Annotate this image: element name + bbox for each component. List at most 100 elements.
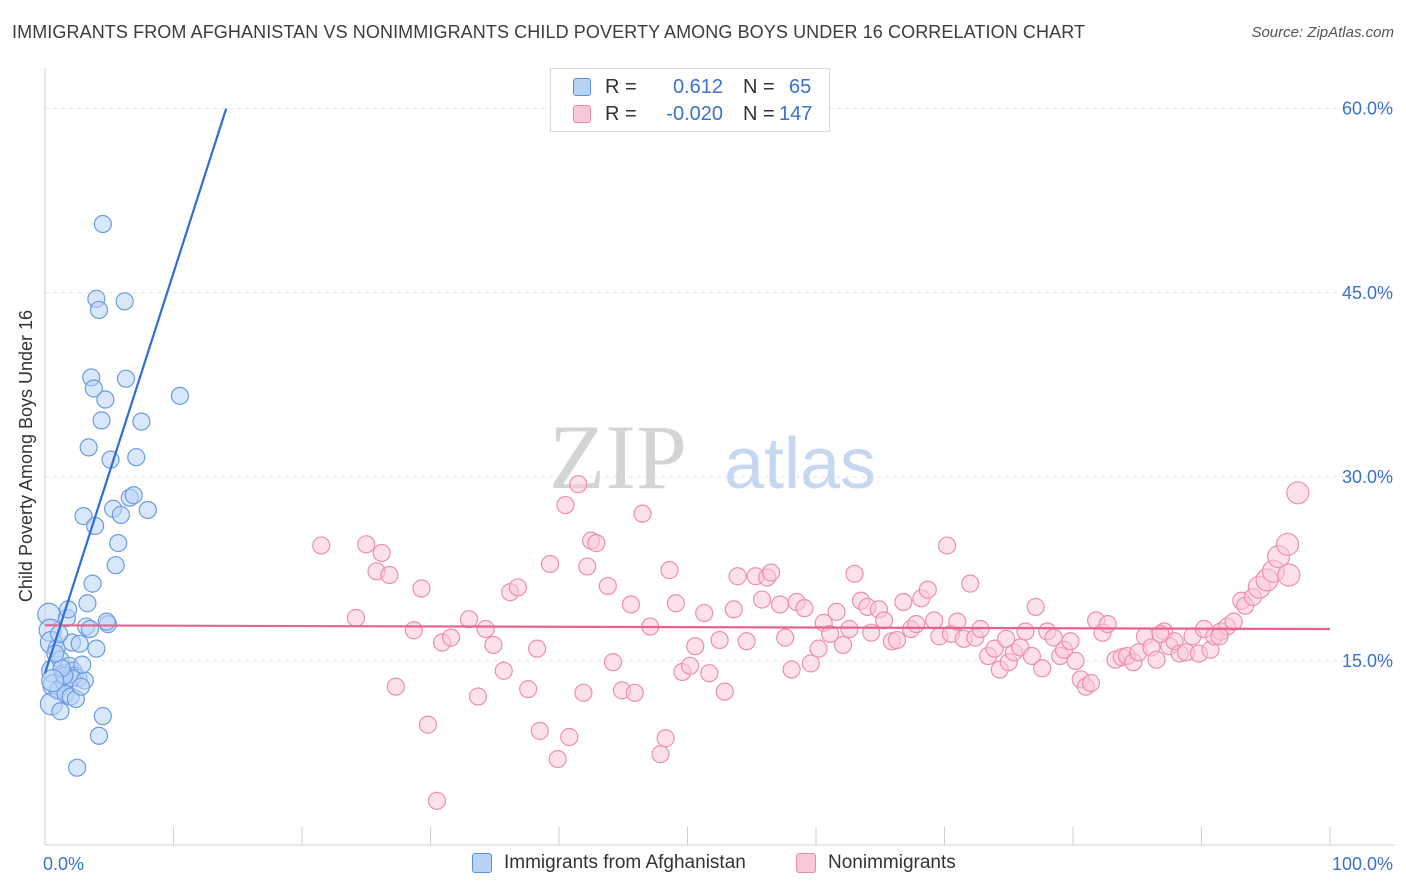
nonimmigrant-point	[997, 629, 1016, 648]
legend-n-value: 147	[779, 102, 813, 125]
legend-r-label: R =	[605, 102, 637, 125]
x-tick-label: 100.0%	[1332, 854, 1393, 874]
nonimmigrant-point	[656, 729, 675, 748]
nonimmigrant-point	[556, 495, 575, 515]
nonimmigrant-point	[795, 599, 814, 618]
trend-lines	[43, 108, 1331, 674]
nonimmigrant-point	[710, 630, 729, 650]
nonimmigrant-point	[1098, 615, 1117, 634]
afghanistan-point	[78, 594, 97, 613]
afghanistan-point	[106, 556, 125, 575]
nonimmigrant-point	[519, 680, 538, 699]
correlation-legend: R = 0.612 N = 65 R = -0.020 N = 147	[550, 68, 830, 132]
afghanistan-point	[93, 214, 112, 234]
legend-r-label: R =	[605, 75, 637, 98]
nonimmigrant-point	[569, 475, 588, 494]
afghanistan-point	[83, 574, 102, 593]
nonimmigrant-point	[357, 535, 376, 554]
tick-labels: 15.0% 30.0% 45.0% 60.0% 0.0% 100.0%	[43, 99, 1393, 874]
afghanistan-point	[115, 292, 134, 311]
nonimmigrant-point	[666, 594, 686, 613]
legend-swatch-pink	[573, 105, 591, 123]
nonimmigrant-point	[372, 543, 391, 563]
chart-title: IMMIGRANTS FROM AFGHANISTAN VS NONIMMIGR…	[12, 22, 1086, 42]
afghanistan-trend-line	[43, 108, 228, 674]
series-legend: Immigrants from Afghanistan Nonimmigrant…	[0, 852, 1406, 878]
nonimmigrant-point	[346, 608, 366, 628]
y-tick-label: 15.0%	[1342, 651, 1393, 671]
afghanistan-point	[97, 612, 116, 631]
nonimmigrant-point	[633, 504, 652, 523]
afghanistan-point	[87, 639, 106, 658]
nonimmigrant-point	[484, 635, 503, 655]
nonimmigrant-point	[894, 592, 913, 612]
x-tick-label: 0.0%	[43, 854, 84, 874]
nonimmigrant-point	[782, 660, 801, 679]
afghanistan-point	[80, 619, 100, 639]
nonimmigrant-point	[1210, 627, 1229, 646]
nonimmigrant-point	[459, 610, 479, 629]
nonimmigrant-point	[651, 745, 670, 764]
legend-row-nonimmigrants: R = -0.020 N = 147	[573, 101, 812, 127]
legend-r-value: -0.020	[666, 102, 723, 125]
legend-row-afghanistan: R = 0.612 N = 65	[573, 74, 811, 100]
afghanistan-point	[93, 707, 112, 726]
nonimmigrant-point	[961, 574, 980, 593]
legend-n-label: N =	[743, 75, 775, 98]
nonimmigrant-point	[1286, 481, 1310, 505]
nonimmigrant-point	[887, 630, 907, 650]
nonimmigrant-point	[386, 677, 405, 696]
axes	[44, 68, 1395, 846]
nonimmigrant-point	[1277, 563, 1301, 587]
nonimmigrant-point	[476, 619, 495, 639]
afghanistan-point	[89, 726, 109, 745]
nonimmigrant-point	[715, 682, 734, 701]
nonimmigrant-point	[530, 721, 549, 740]
nonimmigrant-point	[728, 567, 747, 586]
nonimmigrant-point	[508, 578, 527, 597]
nonimmigrant-point	[907, 615, 926, 634]
grid-lines	[45, 108, 1395, 662]
nonimmigrant-point	[845, 564, 864, 583]
afghanistan-point	[96, 390, 115, 409]
nonimmigrant-point	[312, 536, 331, 555]
afghanistan-point	[73, 655, 92, 674]
nonimmigrant-point	[578, 557, 597, 576]
nonimmigrant-point	[985, 639, 1004, 658]
afghanistan-point	[127, 448, 146, 467]
watermark-atlas: atlas	[724, 424, 876, 504]
nonimmigrant-point	[801, 654, 820, 673]
nonimmigrant-point	[1147, 650, 1166, 669]
nonimmigrant-point	[918, 580, 937, 599]
nonimmigrant-point	[1033, 659, 1052, 678]
nonimmigrant-point	[821, 624, 840, 644]
nonimmigrant-point	[948, 612, 967, 631]
afghanistan-point	[79, 438, 98, 457]
afghanistan-point	[89, 300, 109, 320]
nonimmigrant-point	[548, 749, 567, 769]
nonimmigrant-point	[603, 653, 623, 672]
nonimmigrant-point	[1061, 632, 1080, 651]
nonimmigrant-point	[686, 637, 705, 656]
y-axis-label: Child Poverty Among Boys Under 16	[16, 310, 36, 602]
nonimmigrant-point	[695, 603, 714, 623]
nonimmigrant-point	[680, 656, 700, 675]
nonimmigrant-point	[752, 590, 772, 609]
afghanistan-point	[74, 507, 93, 526]
nonimmigrant-point	[621, 595, 641, 614]
nonimmigrant-point	[840, 619, 859, 639]
nonimmigrant-point	[937, 536, 957, 555]
nonimmigrants-trend-line	[44, 624, 1331, 631]
afghanistan-point	[109, 534, 128, 553]
nonimmigrant-point	[441, 628, 461, 647]
nonimmigrant-point	[1224, 612, 1243, 631]
afghanistan-point	[84, 379, 103, 398]
nonimmigrant-point	[925, 611, 944, 630]
nonimmigrant-point	[700, 664, 719, 683]
legend-n-label: N =	[743, 102, 775, 125]
afghanistan-point	[111, 505, 130, 524]
nonimmigrant-point	[776, 628, 795, 647]
nonimmigrant-point	[528, 639, 547, 658]
legend-swatch-blue	[472, 853, 492, 873]
